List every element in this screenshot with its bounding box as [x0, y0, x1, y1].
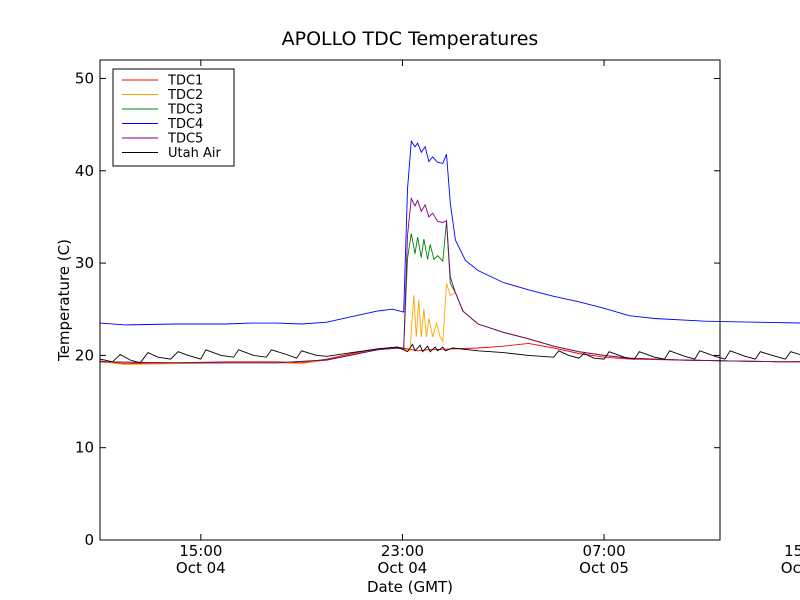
y-tick-label: 40 [75, 162, 94, 180]
legend-label: TDC2 [167, 88, 203, 103]
series-line-4 [99, 139, 800, 326]
y-tick-label: 20 [75, 346, 94, 364]
x-axis-label: Date (GMT) [367, 578, 453, 596]
series-line-6 [99, 343, 800, 364]
y-tick-label: 0 [84, 531, 94, 549]
x-tick-day-label: Oct 04 [378, 559, 428, 577]
legend-label: TDC3 [167, 103, 203, 118]
x-tick-time-label: 23:00 [381, 542, 424, 560]
legend-label: TDC5 [167, 132, 203, 147]
plot-frame [99, 59, 721, 541]
x-tick-day-label: Oct 05 [781, 559, 800, 577]
y-tick-label: 10 [75, 439, 94, 457]
x-tick-time-label: 07:00 [582, 542, 625, 560]
y-tick-label: 50 [75, 69, 94, 87]
legend-label: TDC1 [167, 74, 203, 89]
y-tick-label: 30 [75, 254, 94, 272]
y-axis-label: Temperature (C) [55, 239, 73, 362]
series-line-5 [99, 196, 800, 364]
y-axis: 0 10 20 30 40 50 [75, 69, 720, 549]
legend-label: TDC4 [167, 117, 203, 132]
chart-title: APOLLO TDC Temperatures [282, 28, 539, 50]
series-lines [99, 139, 800, 366]
x-tick-day-label: Oct 05 [579, 559, 629, 577]
legend-label: Utah Air [168, 146, 221, 161]
x-tick-day-label: Oct 04 [176, 559, 226, 577]
legend-box [112, 68, 235, 167]
x-tick-time-label: 15:00 [784, 542, 800, 560]
x-tick-time-label: 15:00 [179, 542, 222, 560]
